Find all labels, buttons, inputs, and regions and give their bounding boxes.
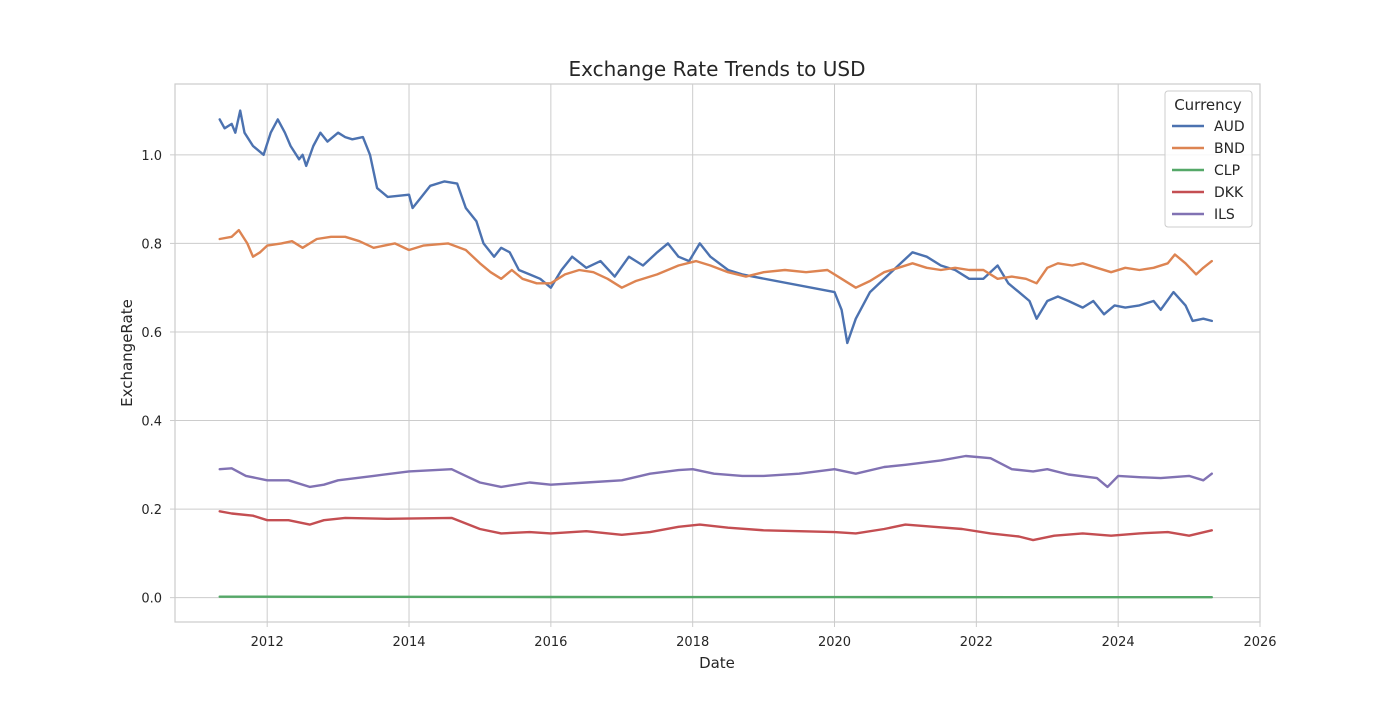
y-tick-label: 0.4 [141,415,162,430]
y-tick-label: 0.8 [141,237,162,252]
legend-label-aud: AUD [1214,119,1245,135]
x-tick-label: 2018 [676,635,709,650]
chart-title: Exchange Rate Trends to USD [569,57,866,81]
legend-label-clp: CLP [1214,163,1240,179]
legend-entries: AUD BND CLP DKK ILS [1172,119,1245,223]
series-lines [218,109,1213,599]
x-tick-label: 2012 [251,635,284,650]
x-axis-label: Date [699,654,735,672]
legend-label-ils: ILS [1214,207,1235,223]
legend-label-bnd: BND [1214,141,1245,157]
series-line-clp [218,595,1213,599]
series-line-ils [218,454,1213,489]
y-tick-label: 0.6 [141,326,162,341]
plot-frame [174,83,1261,623]
axis-ticks: 2012 2014 2016 2018 2020 2022 2024 2026 0.0 0.2 0.… [141,149,1276,650]
legend-label-dkk: DKK [1214,185,1244,201]
x-tick-label: 2022 [960,635,993,650]
y-tick-label: 0.0 [141,592,162,607]
legend-title: Currency [1174,96,1242,114]
x-tick-label: 2026 [1243,635,1276,650]
series-line-dkk [218,510,1213,542]
series-line-aud [218,109,1213,345]
y-tick-label: 1.0 [141,149,162,164]
x-tick-label: 2024 [1102,635,1135,650]
x-tick-label: 2020 [818,635,851,650]
x-tick-label: 2014 [392,635,425,650]
y-axis-label: ExchangeRate [118,299,136,407]
y-tick-label: 0.2 [141,503,162,518]
x-tick-label: 2016 [534,635,567,650]
series-line-bnd [218,228,1213,289]
legend: Currency AUD BND CLP DKK ILS [1164,90,1253,228]
